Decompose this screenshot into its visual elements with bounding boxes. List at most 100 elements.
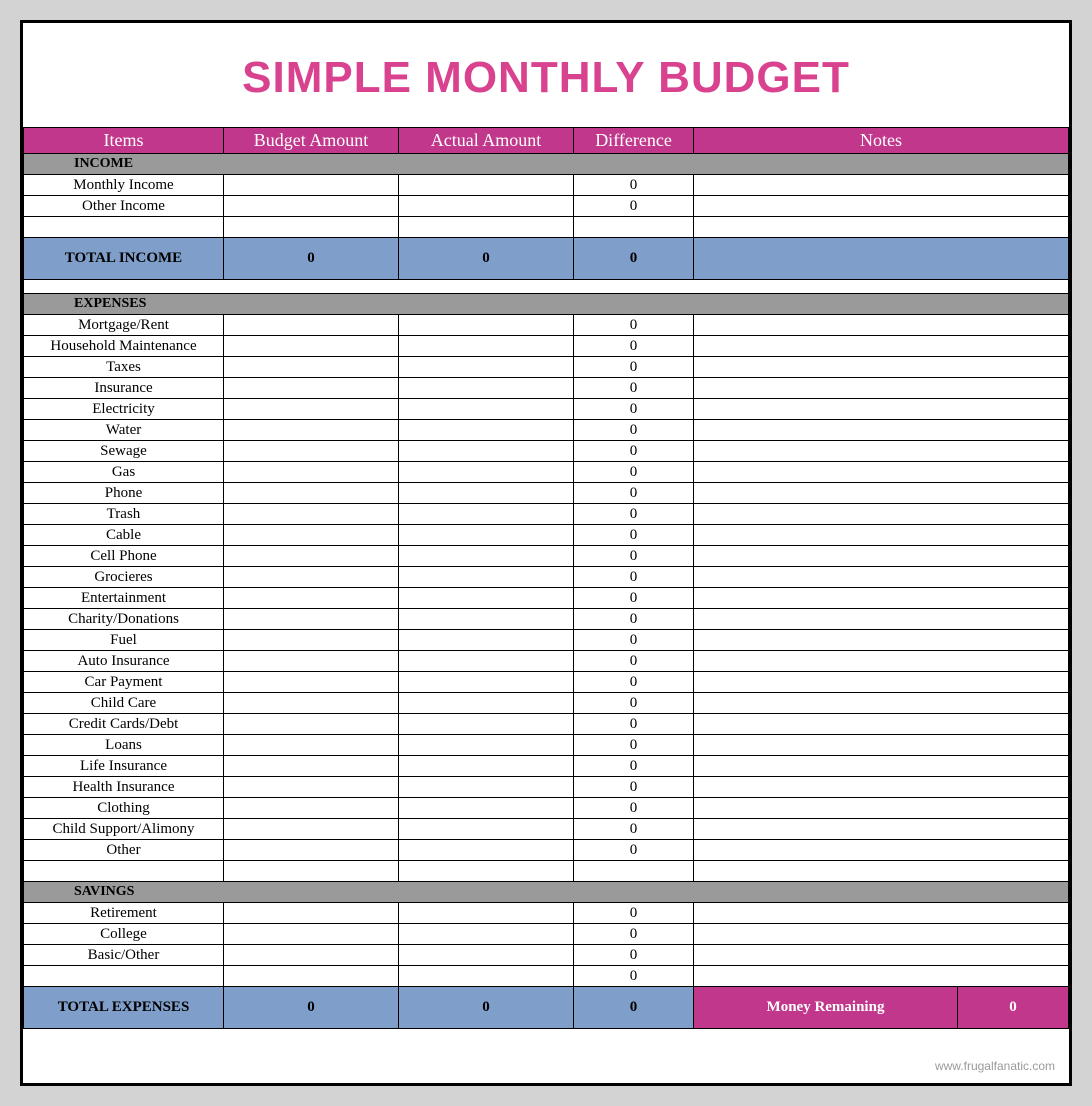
- cell-budget: [224, 588, 399, 609]
- cell-notes: [694, 525, 1069, 546]
- cell-item: Water: [24, 420, 224, 441]
- cell-diff: 0: [574, 546, 694, 567]
- table-row: Cell Phone0: [24, 546, 1069, 567]
- cell-item: College: [24, 924, 224, 945]
- cell-actual: [399, 217, 574, 238]
- footer-credit: www.frugalfanatic.com: [23, 1029, 1069, 1083]
- spacer-row: [24, 280, 1069, 294]
- table-row: College 0: [24, 924, 1069, 945]
- cell-item: Charity/Donations: [24, 609, 224, 630]
- cell-actual: [399, 378, 574, 399]
- cell-notes: [694, 924, 1069, 945]
- table-row: Child Support/Alimony0: [24, 819, 1069, 840]
- total-budget: 0: [224, 238, 399, 280]
- cell-actual: [399, 525, 574, 546]
- cell-actual: [399, 175, 574, 196]
- cell-budget: [224, 483, 399, 504]
- cell-budget: [224, 315, 399, 336]
- cell-actual: [399, 903, 574, 924]
- cell-notes: [694, 315, 1069, 336]
- cell-budget: [224, 756, 399, 777]
- cell-notes: [694, 840, 1069, 861]
- cell-budget: [224, 441, 399, 462]
- cell-actual: [399, 504, 574, 525]
- cell-actual: [399, 462, 574, 483]
- cell-item: Grocieres: [24, 567, 224, 588]
- cell-diff: 0: [574, 315, 694, 336]
- money-remaining-value: 0: [958, 987, 1068, 1028]
- cell-actual: [399, 945, 574, 966]
- cell-budget: [224, 525, 399, 546]
- cell-budget: [224, 420, 399, 441]
- cell-diff: 0: [574, 840, 694, 861]
- cell-diff: 0: [574, 399, 694, 420]
- cell-item: Retirement: [24, 903, 224, 924]
- budget-table: Items Budget Amount Actual Amount Differ…: [23, 127, 1069, 1029]
- table-row: Sewage0: [24, 441, 1069, 462]
- cell-item: Monthly Income: [24, 175, 224, 196]
- cell-actual: [399, 819, 574, 840]
- cell-item: Mortgage/Rent: [24, 315, 224, 336]
- table-row: Mortgage/Rent 0: [24, 315, 1069, 336]
- table-row: Water0: [24, 420, 1069, 441]
- cell-budget: [224, 861, 399, 882]
- cell-budget: [224, 798, 399, 819]
- cell-notes: [694, 693, 1069, 714]
- cell-notes: [694, 196, 1069, 217]
- page-title: SIMPLE MONTHLY BUDGET: [43, 53, 1049, 103]
- col-diff: Difference: [574, 128, 694, 154]
- cell-notes: [694, 735, 1069, 756]
- cell-item: Child Support/Alimony: [24, 819, 224, 840]
- money-remaining-cell: Money Remaining0: [694, 987, 1069, 1029]
- table-row: Credit Cards/Debt0: [24, 714, 1069, 735]
- cell-actual: [399, 336, 574, 357]
- cell-diff: 0: [574, 903, 694, 924]
- grand-total-row: TOTAL EXPENSES000Money Remaining0: [24, 987, 1069, 1029]
- cell-item: Clothing: [24, 798, 224, 819]
- table-row: [24, 861, 1069, 882]
- cell-actual: [399, 357, 574, 378]
- cell-actual: [399, 196, 574, 217]
- cell-item: Other: [24, 840, 224, 861]
- money-remaining-label: Money Remaining: [694, 987, 958, 1028]
- cell-actual: [399, 630, 574, 651]
- cell-budget: [224, 693, 399, 714]
- total-label: TOTAL INCOME: [24, 238, 224, 280]
- grand-total-label: TOTAL EXPENSES: [24, 987, 224, 1029]
- table-row: Entertainment0: [24, 588, 1069, 609]
- cell-diff: 0: [574, 924, 694, 945]
- cell-budget: [224, 945, 399, 966]
- cell-actual: [399, 420, 574, 441]
- table-row: Basic/Other0: [24, 945, 1069, 966]
- cell-budget: [224, 196, 399, 217]
- table-row: Insurance0: [24, 378, 1069, 399]
- cell-item: Trash: [24, 504, 224, 525]
- cell-actual: [399, 966, 574, 987]
- cell-diff: 0: [574, 175, 694, 196]
- table-row: Child Care0: [24, 693, 1069, 714]
- cell-diff: 0: [574, 945, 694, 966]
- cell-item: Household Maintenance: [24, 336, 224, 357]
- total-diff: 0: [574, 238, 694, 280]
- section-header: INCOME: [24, 154, 1069, 175]
- cell-item: Phone: [24, 483, 224, 504]
- cell-budget: [224, 336, 399, 357]
- cell-diff: 0: [574, 966, 694, 987]
- table-row: Other 0: [24, 840, 1069, 861]
- table-row: Gas0: [24, 462, 1069, 483]
- cell-diff: 0: [574, 777, 694, 798]
- cell-actual: [399, 861, 574, 882]
- cell-notes: [694, 336, 1069, 357]
- cell-actual: [399, 546, 574, 567]
- cell-actual: [399, 756, 574, 777]
- cell-item: Other Income: [24, 196, 224, 217]
- cell-item: [24, 217, 224, 238]
- cell-budget: [224, 504, 399, 525]
- cell-actual: [399, 441, 574, 462]
- cell-notes: [694, 588, 1069, 609]
- cell-diff: 0: [574, 651, 694, 672]
- cell-item: Child Care: [24, 693, 224, 714]
- cell-item: Electricity: [24, 399, 224, 420]
- cell-diff: 0: [574, 525, 694, 546]
- grand-total-actual: 0: [399, 987, 574, 1029]
